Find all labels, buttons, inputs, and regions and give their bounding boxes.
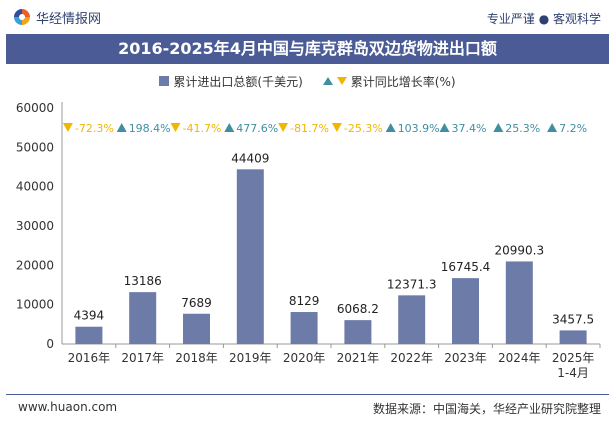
bar-value-label: 6068.2 — [337, 302, 379, 316]
bar — [559, 330, 587, 344]
bar-value-label: 7689 — [181, 296, 212, 310]
growth-down-marker — [62, 123, 73, 132]
bar-value-label: 20990.3 — [494, 243, 544, 257]
bar-value-label: 3457.5 — [552, 312, 594, 326]
footer-divider — [6, 394, 609, 395]
chart-title: 2016-2025年4月中国与库克群岛双边货物进出口额 — [118, 39, 497, 58]
bar — [290, 312, 318, 344]
top-bar: 华经情报网 专业严谨 ● 客观科学 — [0, 0, 615, 34]
y-tick-label: 0 — [46, 337, 54, 351]
x-tick-label: 1-4月 — [557, 366, 589, 380]
growth-up-marker — [116, 123, 127, 132]
title-bar: 2016-2025年4月中国与库克群岛双边货物进出口额 — [6, 34, 609, 64]
bar — [75, 326, 103, 344]
legend-label-total: 累计进出口总额(千美元) — [173, 74, 303, 89]
growth-down-marker — [278, 123, 289, 132]
growth-up-marker — [224, 123, 235, 132]
y-tick-label: 30000 — [16, 219, 54, 233]
bar — [505, 261, 533, 344]
growth-value-label: 7.2% — [559, 122, 587, 135]
bar — [236, 169, 264, 344]
y-tick-label: 20000 — [16, 258, 54, 272]
brand: 华经情报网 — [14, 8, 102, 27]
growth-up-marker — [439, 123, 450, 132]
growth-value-label: 103.9% — [398, 122, 440, 135]
legend: 累计进出口总额(千美元) 累计同比增长率(%) — [0, 72, 615, 90]
growth-up-marker — [493, 123, 504, 132]
triangle-down-icon — [336, 77, 347, 85]
logo-icon — [14, 9, 30, 25]
brand-name: 华经情报网 — [36, 11, 102, 27]
growth-down-marker — [331, 123, 342, 132]
tagline: 专业严谨 ● 客观科学 — [486, 12, 601, 26]
x-tick-label: 2022年 — [390, 351, 433, 365]
bar-swatch-icon — [159, 76, 170, 86]
bar — [398, 295, 426, 344]
data-source: 数据来源：中国海关，华经产业研究院整理 — [372, 402, 601, 416]
bar — [183, 313, 210, 344]
y-tick-label: 60000 — [16, 101, 54, 115]
growth-value-label: 25.3% — [505, 122, 540, 135]
x-tick-label: 2019年 — [229, 351, 272, 365]
x-tick-label: 2023年 — [444, 351, 487, 365]
bar — [129, 292, 157, 344]
growth-value-label: -72.3% — [75, 122, 114, 135]
growth-value-label: -25.3% — [344, 122, 383, 135]
bar — [344, 320, 372, 344]
growth-value-label: 477.6% — [236, 122, 278, 135]
triangle-up-icon — [322, 77, 333, 85]
website-link[interactable]: www.huaon.com — [18, 400, 118, 414]
bar — [452, 278, 479, 344]
growth-down-marker — [170, 123, 181, 132]
x-tick-label: 2025年 — [552, 351, 595, 365]
bar-value-label: 13186 — [124, 274, 162, 288]
growth-value-label: -41.7% — [183, 122, 222, 135]
x-tick-label: 2016年 — [68, 351, 111, 365]
bar-chart: 0 10000 20000 30000 40000 50000 60000 4394 2016年… — [16, 101, 601, 380]
y-tick-label: 40000 — [16, 180, 54, 194]
x-tick-label: 2020年 — [283, 351, 326, 365]
bar-value-label: 4394 — [74, 309, 105, 323]
x-tick-label: 2018年 — [175, 351, 218, 365]
bar-value-label: 8129 — [289, 294, 320, 308]
growth-up-marker — [547, 123, 558, 132]
growth-up-marker — [385, 123, 396, 132]
growth-value-label: 37.4% — [452, 122, 487, 135]
growth-value-label: -81.7% — [290, 122, 329, 135]
bar-value-label: 16745.4 — [441, 260, 491, 274]
x-tick-label: 2017年 — [121, 351, 164, 365]
legend-item-total: 累计进出口总额(千美元) — [159, 73, 303, 90]
growth-value-label: 198.4% — [129, 122, 171, 135]
bar-value-label: 44409 — [231, 151, 269, 165]
y-tick-label: 50000 — [16, 140, 54, 154]
x-tick-label: 2024年 — [498, 351, 541, 365]
x-tick-label: 2021年 — [337, 351, 380, 365]
y-tick-label: 10000 — [16, 298, 54, 312]
legend-item-growth: 累计同比增长率(%) — [322, 73, 456, 90]
bar-value-label: 12371.3 — [387, 277, 437, 291]
legend-label-growth: 累计同比增长率(%) — [350, 74, 456, 89]
